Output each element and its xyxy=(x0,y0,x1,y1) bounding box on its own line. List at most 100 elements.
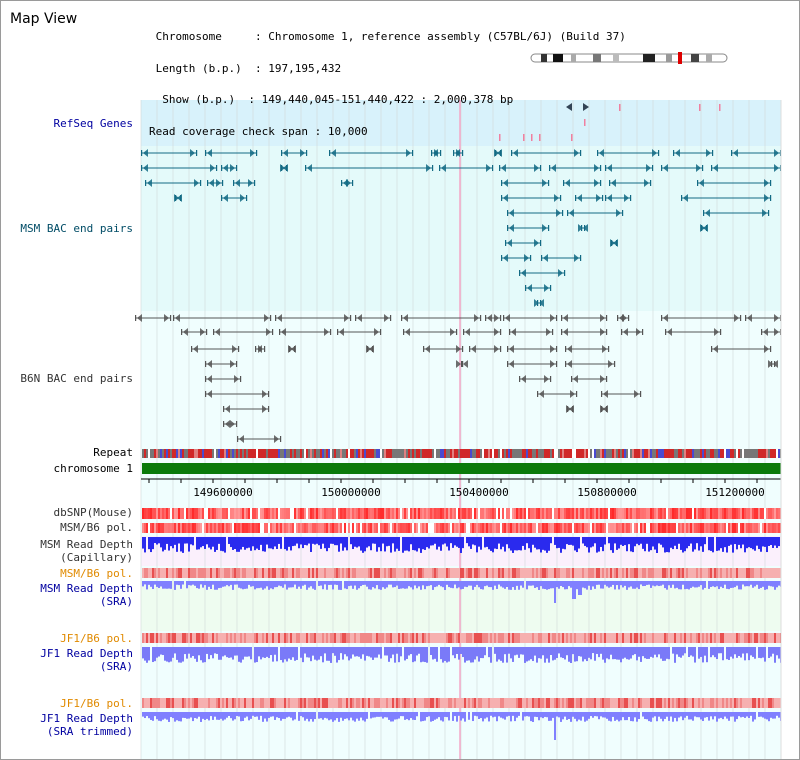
pol-cell xyxy=(280,633,282,643)
repeat-block xyxy=(334,449,336,458)
b6n-bac-end-pairs-features[interactable] xyxy=(135,314,782,443)
show-info-row: Show (b.p.) : 149,440,045-151,440,422 : … xyxy=(162,93,514,106)
track-label-jf1-b6-pol-2[interactable]: JF1/B6 pol. xyxy=(60,697,133,710)
depth-bar xyxy=(546,647,548,659)
b6n-bac-pair-arrow xyxy=(494,314,499,322)
track-label-jf1-depth-sra-1[interactable]: JF1 Read Depth xyxy=(40,647,133,660)
track-label-msm-depth-sra-1[interactable]: MSM Read Depth xyxy=(40,582,133,595)
repeat-block xyxy=(392,449,394,458)
depth-bar xyxy=(230,581,232,585)
depth-bar xyxy=(238,537,240,552)
depth-bar xyxy=(338,647,340,661)
depth-bar xyxy=(324,537,326,549)
b6n-bac-pair-tick xyxy=(456,329,458,335)
depth-bar xyxy=(488,712,490,722)
pol-cell xyxy=(376,633,378,643)
pol-cell xyxy=(404,698,406,708)
b6n-bac-pair-arrow xyxy=(539,390,544,398)
depth-bar xyxy=(444,647,446,661)
pol-cell xyxy=(686,568,688,578)
pol-cell xyxy=(264,523,266,533)
dbsnp-cell xyxy=(282,508,284,519)
pol-cell xyxy=(426,523,428,533)
track-label-dbsnp[interactable]: dbSNP(Mouse) xyxy=(53,506,133,519)
depth-bar xyxy=(452,581,454,589)
depth-bar xyxy=(696,537,698,544)
chromosome-ideogram[interactable] xyxy=(530,52,728,64)
track-label-msm-depth-sra-2: (SRA) xyxy=(99,595,133,608)
dbsnp-cell xyxy=(544,508,546,519)
pol-cell xyxy=(634,698,636,708)
track-label-msm-b6-pol-2[interactable]: MSM/B6 pol. xyxy=(60,567,133,580)
repeat-block xyxy=(164,449,166,458)
pol-cell xyxy=(398,523,400,533)
depth-bar xyxy=(184,647,186,655)
repeat-block xyxy=(238,449,240,458)
dbsnp-cell xyxy=(308,508,310,519)
depth-bar xyxy=(260,537,262,545)
depth-bar xyxy=(452,712,454,721)
track-label-b6n-bac[interactable]: B6N BAC end pairs xyxy=(20,372,133,385)
pol-cell xyxy=(474,568,476,578)
pol-cell xyxy=(570,698,572,708)
depth-bar xyxy=(166,537,168,544)
track-label-chromosome[interactable]: chromosome 1 xyxy=(53,462,133,475)
track-label-jf1-depth-trim-1[interactable]: JF1 Read Depth xyxy=(40,712,133,725)
depth-bar xyxy=(228,712,230,717)
pol-cell xyxy=(620,568,622,578)
depth-bar xyxy=(608,581,610,588)
track-label-refseq[interactable]: RefSeq Genes xyxy=(53,117,133,130)
repeat-block xyxy=(544,449,546,458)
depth-bar xyxy=(632,647,634,656)
pol-cell xyxy=(498,698,500,708)
depth-bar xyxy=(472,581,474,590)
b6n-bac-pair-arrow xyxy=(405,328,410,336)
msm-bac-pair-tick xyxy=(200,180,202,186)
depth-bar xyxy=(424,647,426,663)
repeat-block xyxy=(150,449,152,458)
msm-bac-end-pairs-features[interactable] xyxy=(141,149,782,307)
depth-bar xyxy=(614,537,616,544)
pol-cell xyxy=(150,523,152,533)
depth-bar xyxy=(528,537,530,549)
pol-cell xyxy=(372,523,374,533)
pol-cell xyxy=(266,523,268,533)
pol-cell xyxy=(462,568,464,578)
depth-bar xyxy=(460,712,462,721)
depth-bar xyxy=(192,712,194,722)
pol-cell xyxy=(772,633,774,643)
pol-cell xyxy=(630,523,632,533)
depth-bar xyxy=(158,647,160,657)
pol-cell xyxy=(744,633,746,643)
track-label-msm-b6-pol-1[interactable]: MSM/B6 pol. xyxy=(60,521,133,534)
repeat-block xyxy=(634,449,636,458)
pol-cell xyxy=(612,568,614,578)
dbsnp-cell xyxy=(714,508,716,519)
pol-cell xyxy=(524,633,526,643)
depth-bar xyxy=(564,537,566,550)
refseq-genes-features[interactable] xyxy=(499,103,721,141)
track-label-jf1-b6-pol-1[interactable]: JF1/B6 pol. xyxy=(60,632,133,645)
depth-bar xyxy=(362,537,364,553)
b6n-bac-pair-tick xyxy=(279,329,281,335)
pol-cell xyxy=(622,633,624,643)
depth-bar xyxy=(426,712,428,718)
b6n-bac-pair-arrow xyxy=(266,328,271,336)
msm-bac-pair-arrow xyxy=(174,194,179,202)
pol-cell xyxy=(764,633,766,643)
b6n-bac-pair-tick xyxy=(403,329,405,335)
depth-bar xyxy=(206,712,208,719)
pol-cell xyxy=(402,523,404,533)
dbsnp-cell xyxy=(618,508,620,519)
pol-cell xyxy=(342,568,344,578)
depth-bar xyxy=(370,712,372,719)
track-label-msm-bac[interactable]: MSM BAC end pairs xyxy=(20,222,133,235)
track-label-repeat[interactable]: Repeat xyxy=(93,446,133,459)
depth-bar xyxy=(748,581,750,587)
depth-bar xyxy=(262,647,264,658)
track-label-msm-depth-cap-1[interactable]: MSM Read Depth xyxy=(40,538,133,551)
depth-bar xyxy=(348,712,350,721)
pol-cell xyxy=(480,523,482,533)
pol-cell xyxy=(642,633,644,643)
